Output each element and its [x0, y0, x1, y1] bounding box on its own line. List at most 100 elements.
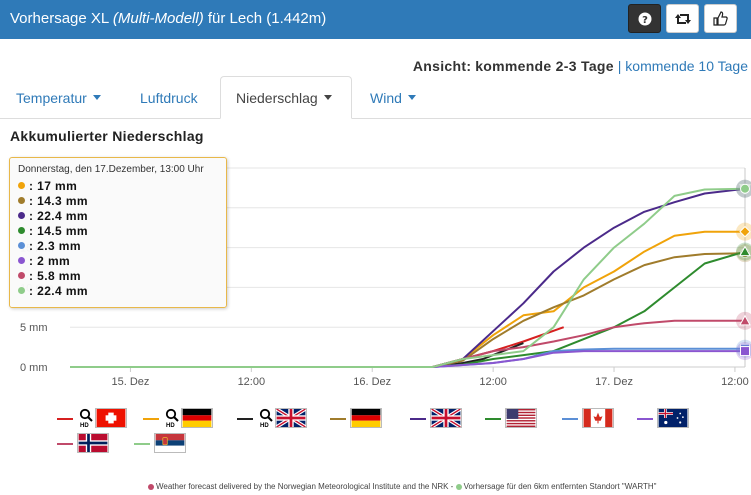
series-dot	[18, 287, 25, 294]
legend-line	[57, 443, 73, 445]
series-marker	[740, 183, 750, 194]
series-marker	[739, 314, 751, 326]
view-current: kommende 2-3 Tage	[475, 58, 614, 74]
tooltip-row: : 22.4 mm	[18, 283, 218, 298]
help-icon: ?	[638, 12, 651, 26]
germany-flag-icon	[350, 408, 382, 428]
legend-line	[562, 418, 578, 420]
legend-item-switzerland[interactable]: HD	[57, 408, 137, 430]
chevron-down-icon	[92, 95, 101, 100]
tooltip-row: : 17 mm	[18, 178, 218, 193]
series-dot	[18, 257, 25, 264]
y-tick-label: 0 mm	[20, 362, 48, 374]
help-button[interactable]: ?	[628, 4, 661, 33]
tab-label: Niederschlag	[236, 89, 318, 106]
legend-item-germany[interactable]	[330, 408, 410, 430]
legend-line	[485, 418, 501, 420]
tab-label: Wind	[370, 89, 402, 106]
legend-item-germany[interactable]: HD	[143, 408, 223, 430]
series-dot	[18, 212, 25, 219]
legend-item-usa[interactable]	[485, 408, 565, 430]
legend-item-serbia[interactable]	[134, 433, 214, 455]
chevron-down-icon	[407, 95, 416, 100]
title-italic: (Multi-Modell)	[112, 10, 204, 27]
series-line	[70, 252, 746, 368]
tooltip-row: : 2.3 mm	[18, 238, 218, 253]
footer-dot	[455, 483, 462, 490]
series-dot	[18, 197, 25, 204]
serbia-flag-icon	[154, 433, 186, 453]
tooltip-value: : 2 mm	[29, 253, 71, 268]
series-line	[70, 187, 746, 368]
tooltip-value: : 2.3 mm	[29, 238, 81, 253]
legend-line	[57, 418, 73, 420]
series-dot	[18, 272, 25, 279]
x-tick-label: 12:00	[721, 376, 749, 388]
retweet-icon	[674, 13, 691, 24]
svg-text:?: ?	[642, 15, 648, 26]
germany-flag-icon	[181, 408, 213, 428]
series-line	[70, 350, 745, 368]
share-button[interactable]	[666, 4, 699, 33]
hd-badge: HD	[260, 423, 269, 429]
legend-item-norway[interactable]	[57, 433, 137, 455]
legend-line	[637, 418, 653, 420]
legend-item-uk[interactable]: HD	[237, 408, 317, 430]
legend-item-uk[interactable]	[410, 408, 490, 430]
tooltip-row: : 14.5 mm	[18, 223, 218, 238]
tooltip-header: Donnerstag, den 17.Dezember, 13:00 Uhr	[18, 164, 204, 175]
title-prefix: Vorhersage XL	[10, 10, 109, 27]
tooltip-value: : 17 mm	[29, 178, 78, 193]
footer-dot	[148, 483, 154, 490]
magnifier-icon	[165, 408, 179, 422]
canada-flag-icon	[582, 408, 614, 428]
australia-flag-icon	[657, 408, 689, 428]
tooltip-row: : 2 mm	[18, 253, 218, 268]
y-tick-label: 5 mm	[20, 322, 48, 334]
series-dot	[18, 227, 25, 234]
view-switch: Ansicht: kommende 2-3 Tage | kommende 10…	[413, 58, 748, 74]
page-title: Vorhersage XL (Multi-Modell) für Lech (1…	[10, 10, 326, 27]
tooltip-value: : 22.4 mm	[29, 283, 88, 298]
tooltip-row: : 22.4 mm	[18, 208, 218, 223]
legend-item-canada[interactable]	[562, 408, 642, 430]
series-line	[70, 319, 745, 368]
tooltip-value: : 22.4 mm	[29, 208, 88, 223]
x-tick-label: 12:00	[479, 376, 507, 388]
legend-item-australia[interactable]	[637, 408, 717, 430]
view-separator: |	[617, 58, 622, 74]
tab-niederschlag[interactable]: Niederschlag	[220, 76, 352, 119]
chart-title: Akkumulierter Niederschlag	[10, 128, 204, 144]
tab-wind[interactable]: Wind	[355, 76, 431, 119]
footer-credits: Weather forecast delivered by the Norweg…	[148, 482, 656, 491]
tooltip-value: : 14.3 mm	[29, 193, 88, 208]
tab-label: Luftdruck	[140, 89, 198, 106]
top-bar: Vorhersage XL (Multi-Modell) für Lech (1…	[0, 0, 751, 39]
series-dot	[18, 182, 25, 189]
tab-temperatur[interactable]: Temperatur	[1, 76, 116, 119]
x-tick-label: 16. Dez	[353, 376, 391, 388]
like-button[interactable]	[704, 4, 737, 33]
chevron-down-icon	[323, 95, 332, 100]
magnifier-icon	[259, 408, 273, 422]
norway-flag-icon	[77, 433, 109, 453]
tab-bar: Temperatur Luftdruck Niederschlag Wind	[0, 76, 751, 119]
view-10-days-link[interactable]: kommende 10 Tage	[625, 58, 748, 74]
series-marker	[739, 225, 751, 238]
x-tick-label: 15. Dez	[111, 376, 149, 388]
tooltip-value: : 14.5 mm	[29, 223, 88, 238]
series-marker	[740, 346, 750, 357]
x-tick-label: 12:00	[238, 376, 266, 388]
magnifier-icon	[79, 408, 93, 422]
view-label: Ansicht:	[412, 58, 472, 74]
tooltip-row: : 5.8 mm	[18, 268, 218, 283]
switzerland-flag-icon	[95, 408, 127, 428]
tab-luftdruck[interactable]: Luftdruck	[125, 76, 213, 119]
series-marker	[739, 245, 751, 257]
footer-location-text: Vorhersage für den 6km entfernten Stando…	[463, 482, 657, 491]
title-location: für Lech (1.442m)	[207, 10, 327, 27]
legend-line	[410, 418, 426, 420]
series-line	[70, 342, 524, 368]
tab-label: Temperatur	[16, 89, 87, 106]
hd-badge: HD	[166, 423, 175, 429]
